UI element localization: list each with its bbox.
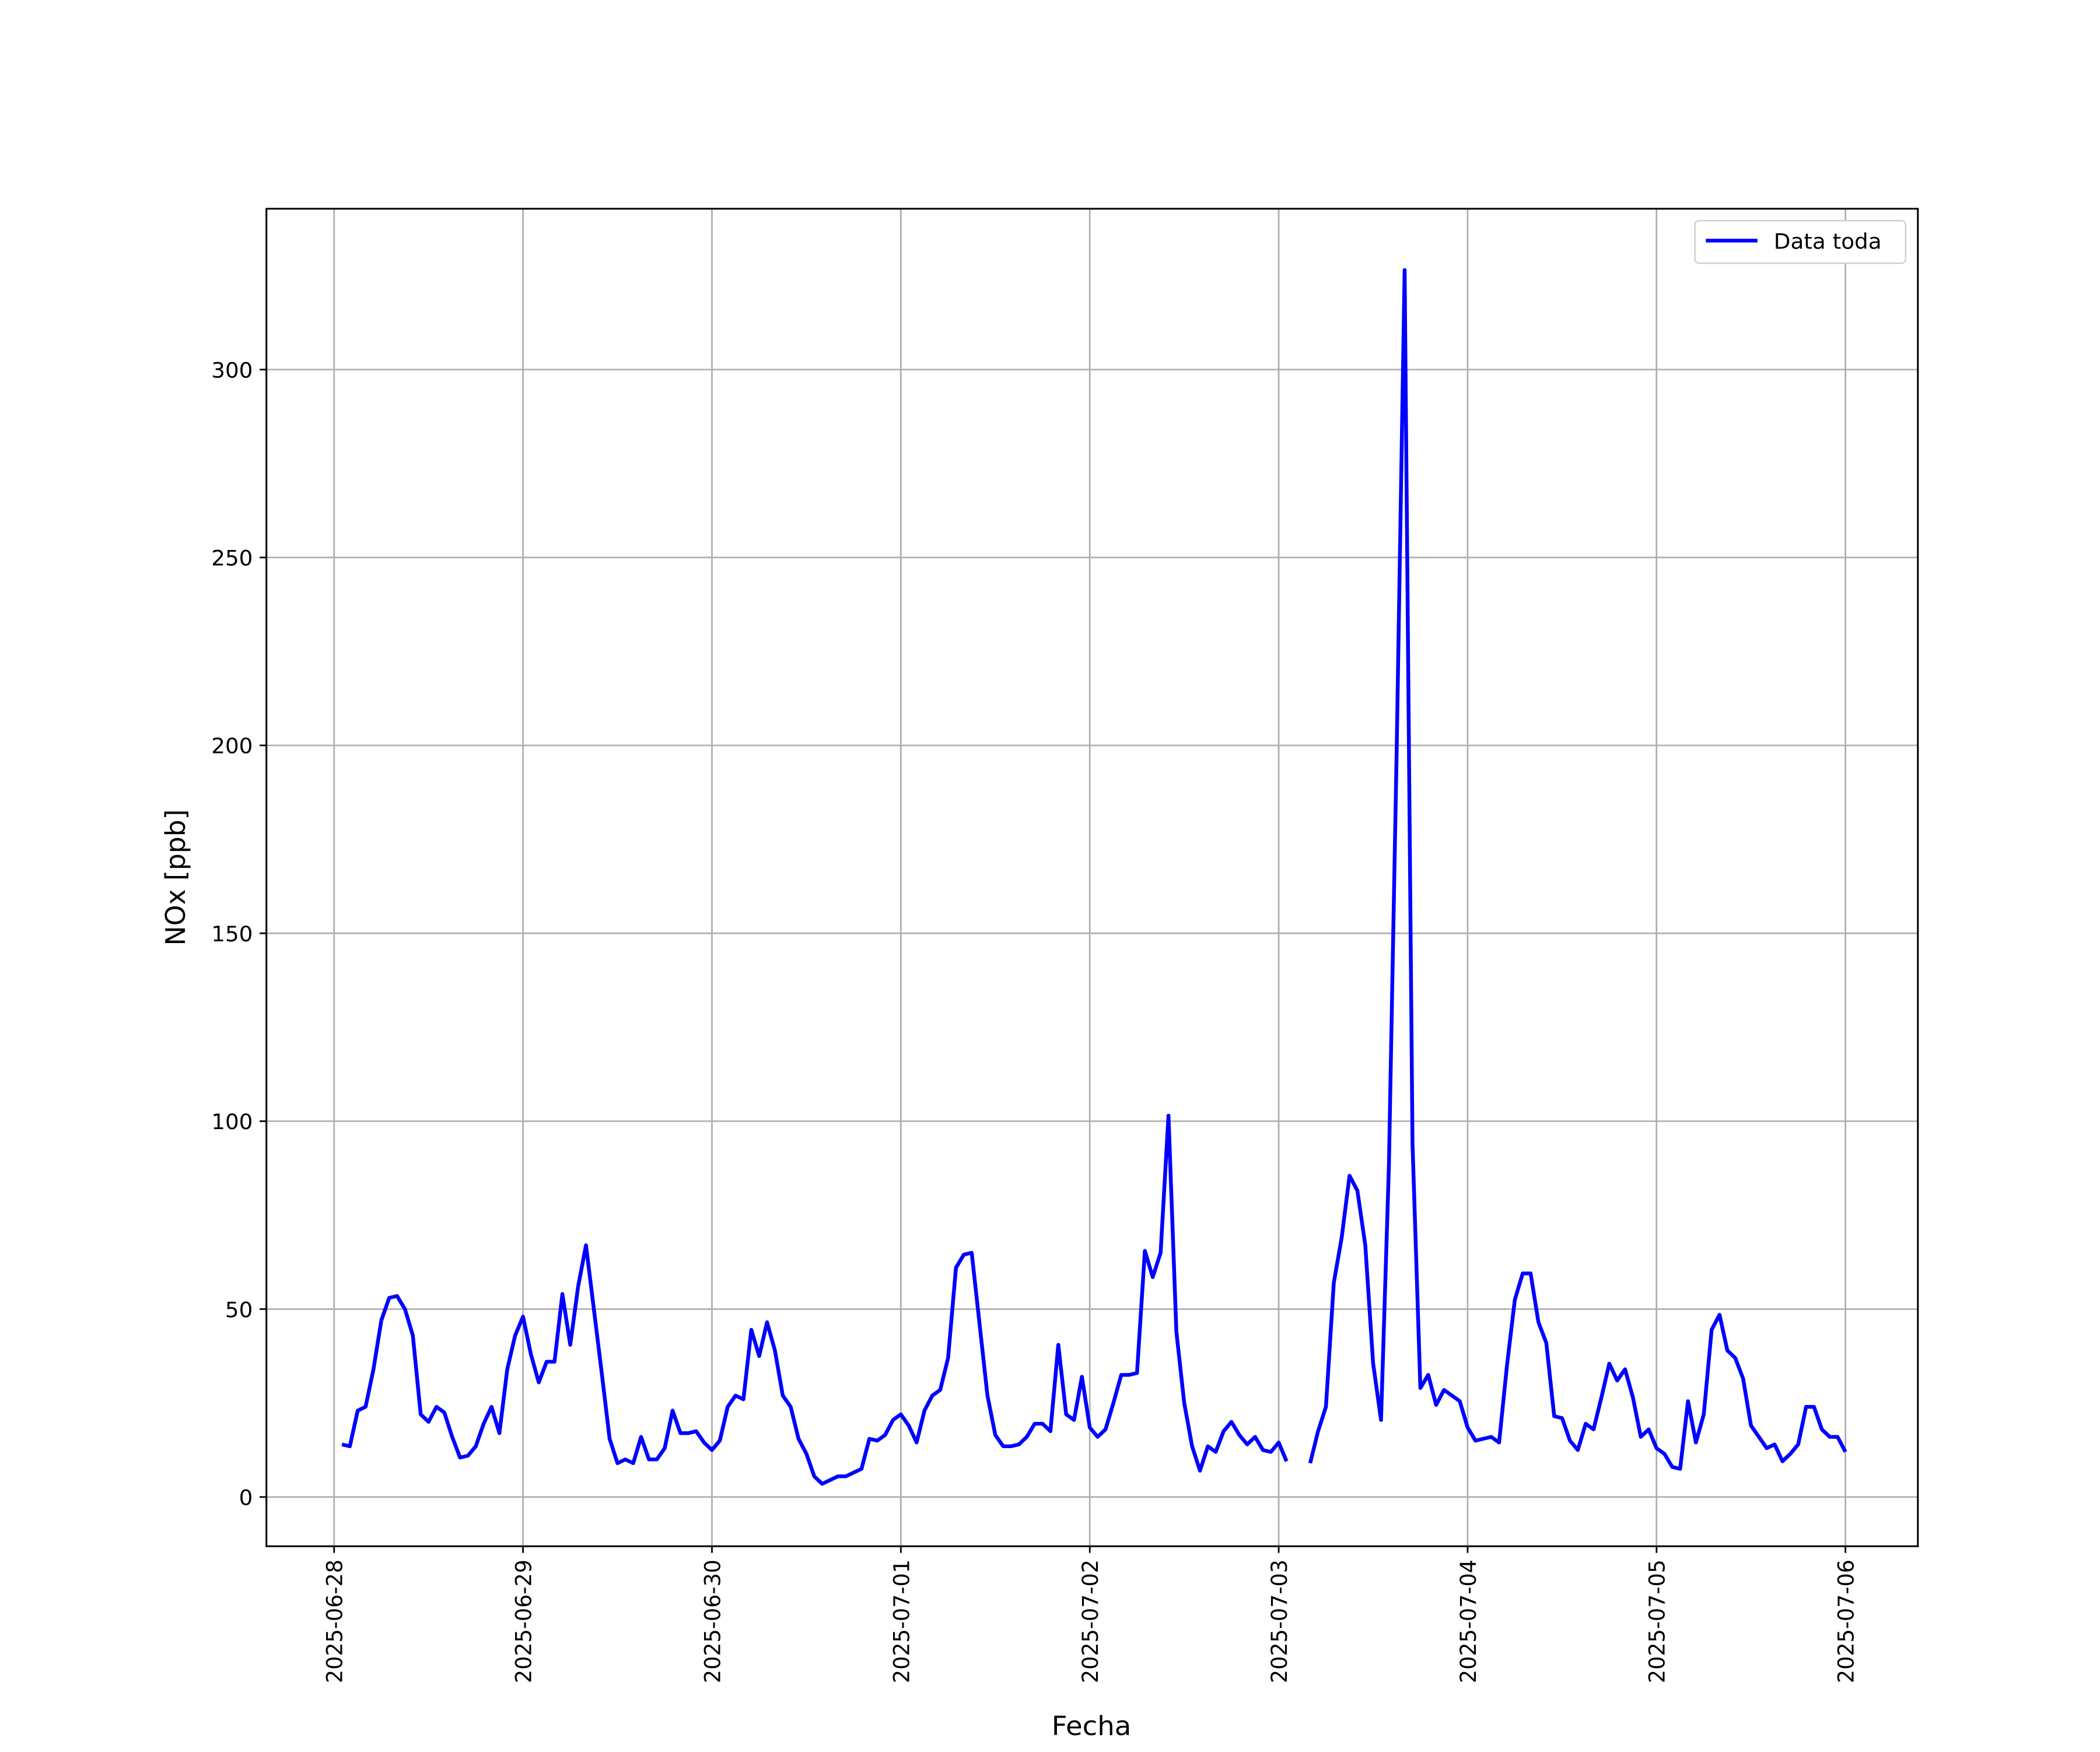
y-tick-label: 0 xyxy=(239,1485,253,1511)
x-tick-label: 2025-07-03 xyxy=(1267,1560,1292,1683)
y-axis-label: NOx [ppb] xyxy=(159,810,191,946)
y-tick-label: 50 xyxy=(225,1298,253,1323)
x-tick-label: 2025-07-02 xyxy=(1078,1560,1103,1683)
y-tick-label: 250 xyxy=(211,546,253,571)
data-line xyxy=(341,268,1847,1486)
x-tick-label: 2025-07-04 xyxy=(1456,1560,1481,1683)
plot-frame xyxy=(265,208,1919,1547)
legend-box xyxy=(1694,220,1906,264)
x-tick-label: 2025-07-05 xyxy=(1644,1560,1670,1683)
x-tick-label: 2025-06-28 xyxy=(322,1560,347,1683)
x-tick-label: 2025-06-30 xyxy=(700,1560,725,1683)
legend-label: Data toda xyxy=(1774,229,1882,254)
y-tick-label: 200 xyxy=(211,734,253,759)
y-tick-label: 300 xyxy=(211,358,253,383)
x-axis-label: Fecha xyxy=(1052,1710,1132,1741)
y-tick-label: 150 xyxy=(211,921,253,947)
x-tick-label: 2025-06-29 xyxy=(511,1560,536,1683)
y-tick-label: 100 xyxy=(211,1109,253,1134)
x-tick-label: 2025-07-01 xyxy=(889,1560,914,1683)
x-tick-label: 2025-07-06 xyxy=(1833,1560,1859,1683)
